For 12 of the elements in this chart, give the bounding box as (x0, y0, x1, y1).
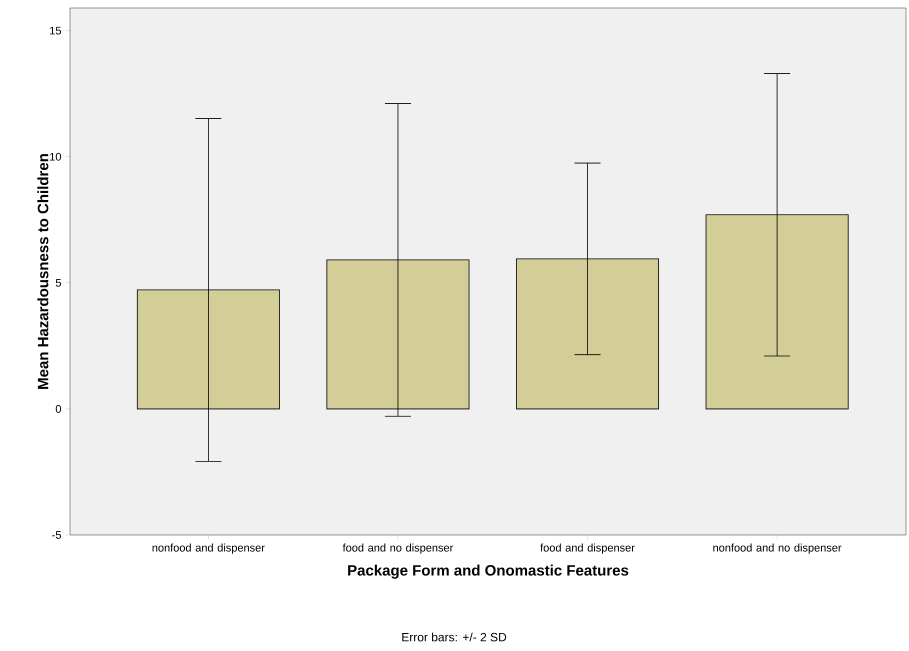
x-tick-label: nonfood and dispenser (152, 544, 265, 554)
x-tick-label: nonfood and no dispenser (713, 544, 842, 554)
y-tick-label: 10 (50, 152, 62, 161)
y-tick-label: -5 (52, 531, 61, 539)
y-tick-label: 5 (56, 279, 61, 287)
y-tick-label: 15 (50, 26, 61, 35)
text: Error bars: +/- 2 SD (402, 632, 506, 642)
y-tick-label: 0 (56, 405, 62, 413)
x-tick-label: food and dispenser (540, 544, 635, 554)
y-axis-title: Mean Hazardousness to Children (37, 154, 48, 389)
x-tick-label: food and no dispenser (342, 544, 454, 554)
x-axis-title: Package Form and Onomastic Features (348, 564, 628, 579)
